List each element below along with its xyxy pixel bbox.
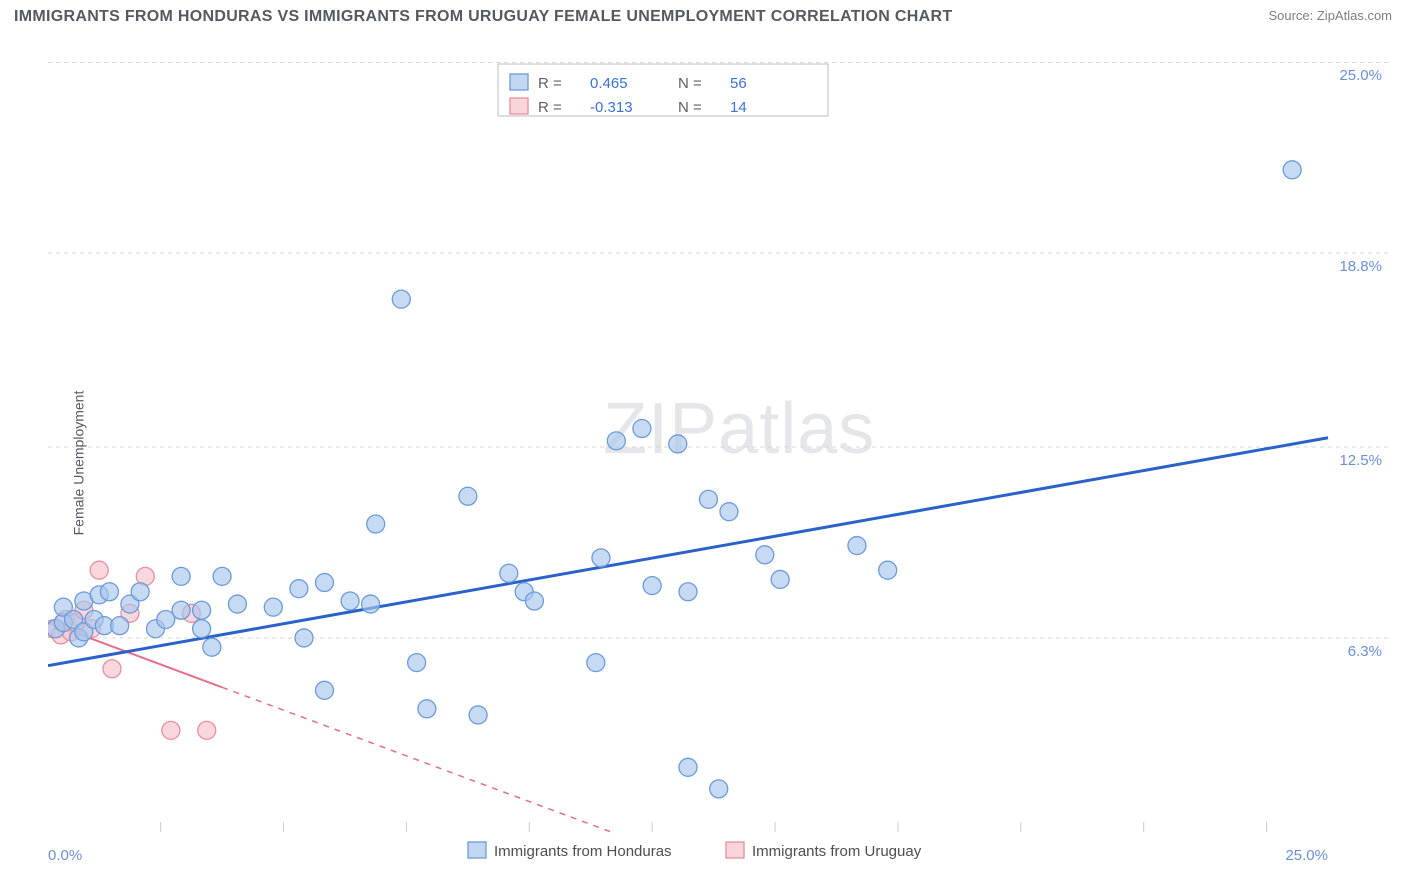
chart-container: Female Unemployment 6.3%12.5%18.8%25.0%Z… bbox=[0, 34, 1406, 892]
svg-text:R =: R = bbox=[538, 75, 562, 92]
svg-text:Immigrants from Uruguay: Immigrants from Uruguay bbox=[752, 843, 922, 860]
chart-svg: 6.3%12.5%18.8%25.0%ZIPatlasR =0.465N =56… bbox=[48, 62, 1388, 872]
svg-text:Immigrants from Honduras: Immigrants from Honduras bbox=[494, 843, 672, 860]
svg-text:14: 14 bbox=[730, 99, 747, 116]
chart-title: IMMIGRANTS FROM HONDURAS VS IMMIGRANTS F… bbox=[14, 8, 952, 26]
source-attribution: Source: ZipAtlas.com bbox=[1268, 8, 1392, 23]
svg-text:0.465: 0.465 bbox=[590, 75, 628, 92]
svg-text:R =: R = bbox=[538, 99, 562, 116]
svg-text:12.5%: 12.5% bbox=[1339, 452, 1382, 469]
svg-text:56: 56 bbox=[730, 75, 747, 92]
svg-text:N =: N = bbox=[678, 75, 702, 92]
svg-text:-0.313: -0.313 bbox=[590, 99, 633, 116]
scatter-plot: 6.3%12.5%18.8%25.0%ZIPatlasR =0.465N =56… bbox=[48, 62, 1388, 832]
svg-text:25.0%: 25.0% bbox=[1339, 67, 1382, 84]
svg-text:0.0%: 0.0% bbox=[48, 847, 82, 864]
svg-text:25.0%: 25.0% bbox=[1285, 847, 1328, 864]
svg-text:18.8%: 18.8% bbox=[1339, 258, 1382, 275]
svg-text:6.3%: 6.3% bbox=[1348, 643, 1382, 660]
svg-text:N =: N = bbox=[678, 99, 702, 116]
